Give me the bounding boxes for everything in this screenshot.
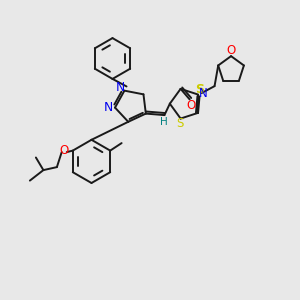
Text: O: O (226, 44, 236, 57)
Text: N: N (199, 86, 208, 100)
Text: N: N (116, 81, 125, 94)
Text: O: O (187, 99, 196, 112)
Text: S: S (195, 83, 204, 96)
Text: H: H (160, 117, 167, 127)
Text: N: N (104, 100, 113, 113)
Text: S: S (176, 117, 184, 130)
Text: O: O (60, 144, 69, 158)
